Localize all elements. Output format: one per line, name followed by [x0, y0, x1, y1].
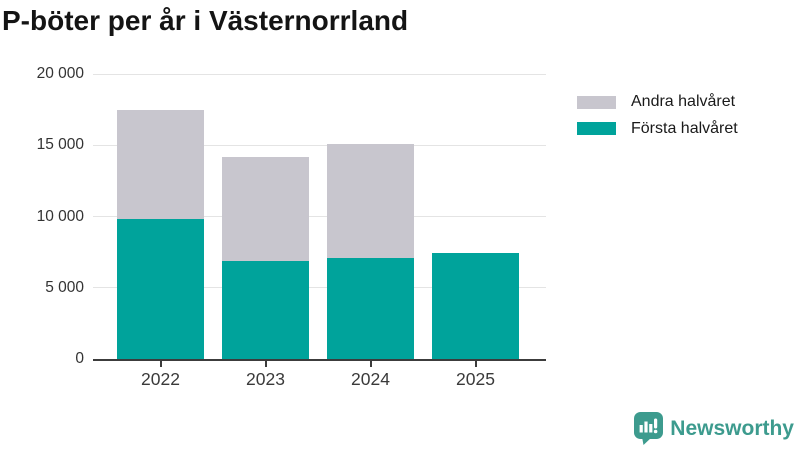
x-axis-tick [369, 361, 372, 367]
y-axis-tick-label: 5 000 [45, 278, 84, 296]
gridline [93, 287, 546, 289]
x-axis-tick-label: 2023 [246, 369, 285, 389]
x-axis-tick [264, 361, 267, 367]
legend-item-1: Första halvåret [577, 119, 738, 137]
bar-2022-segment-first-half [117, 219, 204, 359]
gridline [93, 73, 546, 75]
legend-label: Andra halvåret [631, 93, 736, 110]
bar-2023-segment-second-half [222, 156, 309, 261]
y-axis-tick-label: 15 000 [36, 136, 84, 154]
x-axis-tick-label: 2025 [456, 369, 495, 389]
legend-label: Första halvåret [631, 119, 738, 137]
bar-2024-segment-second-half [327, 143, 414, 258]
y-axis-tick-label: 20 000 [36, 65, 84, 82]
x-axis-tick-label: 2022 [141, 369, 180, 389]
x-axis-line [93, 358, 546, 361]
x-axis-tick [474, 361, 477, 367]
legend-swatch [577, 95, 616, 109]
x-axis-tick-label: 2024 [351, 369, 390, 389]
legend-swatch [577, 122, 616, 135]
bar-2023-segment-first-half [222, 260, 309, 359]
chart-title: P-böter per år i Västernorrland [2, 5, 409, 36]
newsworthy-logo-icon [634, 412, 664, 445]
y-axis-tick-label: 10 000 [36, 207, 84, 225]
brand-footer: Newsworthy [634, 412, 794, 445]
newsworthy-logo-text: Newsworthy [670, 416, 794, 440]
bar-2025-segment-first-half [432, 252, 519, 359]
gridline [93, 216, 546, 217]
bar-2022-segment-second-half [117, 109, 204, 220]
legend: Andra halvåret Första halvåret [577, 93, 797, 154]
bar-2024-segment-first-half [327, 257, 414, 359]
x-axis-tick [159, 361, 162, 367]
legend-item-0: Andra halvåret [577, 93, 736, 110]
gridline [93, 144, 546, 146]
y-axis-tick-label: 0 [75, 350, 84, 367]
